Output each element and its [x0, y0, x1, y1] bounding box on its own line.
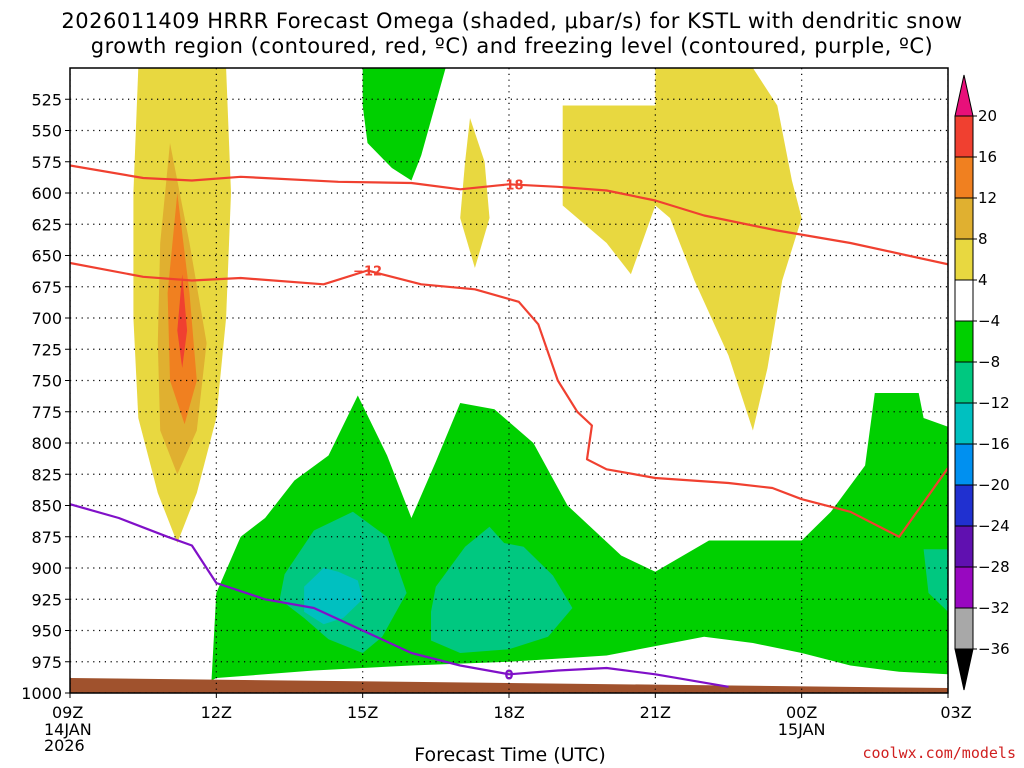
contour-0 — [70, 503, 729, 688]
colorbar-bottom-triangle — [954, 648, 974, 691]
y-tick-label: 875 — [31, 528, 62, 547]
colorbar: 20 16 12 8 4 −4 −8 −12 −16 −20 −24 −28 −32 −36 — [954, 74, 1010, 691]
y-tick-label: 575 — [31, 153, 62, 172]
colorbar-label: −16 — [978, 435, 1010, 453]
omega-region-pos16-a — [177, 274, 188, 368]
x-tick-label: 09Z — [52, 703, 83, 722]
colorbar-label: 8 — [978, 230, 988, 248]
omega-region-pos4-c — [562, 68, 802, 431]
x-tick-label: 12Z — [201, 703, 232, 722]
contour-label-0: 0 — [504, 668, 513, 683]
colorbar-box — [954, 566, 974, 609]
y-tick-label: 550 — [31, 122, 62, 141]
x-tick-sublabel: 14JAN — [44, 720, 92, 739]
contour-label--18: −18 — [495, 178, 524, 193]
y-tick-label: 975 — [31, 653, 62, 672]
y-tick-label: 925 — [31, 590, 62, 609]
colorbar-box — [954, 279, 974, 322]
colorbar-box — [954, 361, 974, 404]
y-tick-label: 725 — [31, 340, 62, 359]
colorbar-box — [954, 443, 974, 486]
chart-title-line-1: 2026011409 HRRR Forecast Omega (shaded, … — [61, 9, 963, 33]
colorbar-box — [954, 484, 974, 527]
x-tick-label: 21Z — [640, 703, 671, 722]
y-tick-label: 750 — [31, 372, 62, 391]
y-tick-label: 950 — [31, 622, 62, 641]
omega-region-neg4-top — [362, 68, 446, 181]
omega-region-neg8-b — [431, 526, 573, 653]
colorbar-box — [954, 238, 974, 281]
colorbar-label: −20 — [978, 476, 1010, 494]
colorbar-label: 4 — [978, 271, 988, 289]
x-tick-label: 03Z — [940, 703, 971, 722]
grid — [70, 68, 948, 693]
y-tick-label: 900 — [31, 559, 62, 578]
colorbar-box — [954, 607, 974, 650]
x-tick-label: 15Z — [347, 703, 378, 722]
credit-link[interactable]: coolwx.com/models — [862, 744, 1016, 762]
colorbar-label: −28 — [978, 558, 1010, 576]
colorbar-label: −8 — [978, 353, 1000, 371]
y-tick-label: 775 — [31, 403, 62, 422]
colorbar-label: 16 — [978, 148, 997, 166]
x-axis-label: Forecast Time (UTC) — [414, 744, 606, 766]
colorbar-label: −24 — [978, 517, 1010, 535]
omega-region-neg8-c — [923, 549, 948, 612]
y-tick-label: 625 — [31, 215, 62, 234]
y-tick-label: 525 — [31, 90, 62, 109]
colorbar-label: −36 — [978, 640, 1010, 658]
colorbar-label: −32 — [978, 599, 1010, 617]
plot-area: −18 −12 0 — [70, 68, 948, 693]
chart-title-line-2: growth region (contoured, red, ºC) and f… — [90, 34, 934, 58]
colorbar-label: −4 — [978, 312, 1000, 330]
y-tick-label: 825 — [31, 465, 62, 484]
contour--18 — [70, 164, 948, 266]
colorbar-box — [954, 525, 974, 568]
y-tick-label: 1000 — [21, 684, 62, 703]
x-tick-label: 18Z — [493, 703, 524, 722]
colorbar-box — [954, 320, 974, 363]
omega-region-pos4-b — [460, 118, 490, 268]
colorbar-box — [954, 197, 974, 240]
x-tick-label: 00Z — [786, 703, 817, 722]
colorbar-box — [954, 156, 974, 199]
x-tick-sublabel: 2026 — [44, 736, 85, 755]
y-tick-label: 675 — [31, 278, 62, 297]
y-tick-label: 600 — [31, 184, 62, 203]
y-tick-label: 700 — [31, 309, 62, 328]
colorbar-top-triangle — [954, 74, 974, 117]
contour-label--12: −12 — [353, 265, 382, 280]
y-tick-label: 800 — [31, 434, 62, 453]
colorbar-label: 12 — [978, 189, 997, 207]
y-tick-label: 850 — [31, 497, 62, 516]
terrain-strip — [70, 678, 948, 693]
x-tick-sublabel: 15JAN — [778, 720, 826, 739]
contour--12 — [70, 261, 948, 538]
y-tick-label: 650 — [31, 247, 62, 266]
colorbar-label: 20 — [978, 107, 997, 125]
colorbar-box — [954, 115, 974, 158]
colorbar-label: −12 — [978, 394, 1010, 412]
colorbar-box — [954, 402, 974, 445]
